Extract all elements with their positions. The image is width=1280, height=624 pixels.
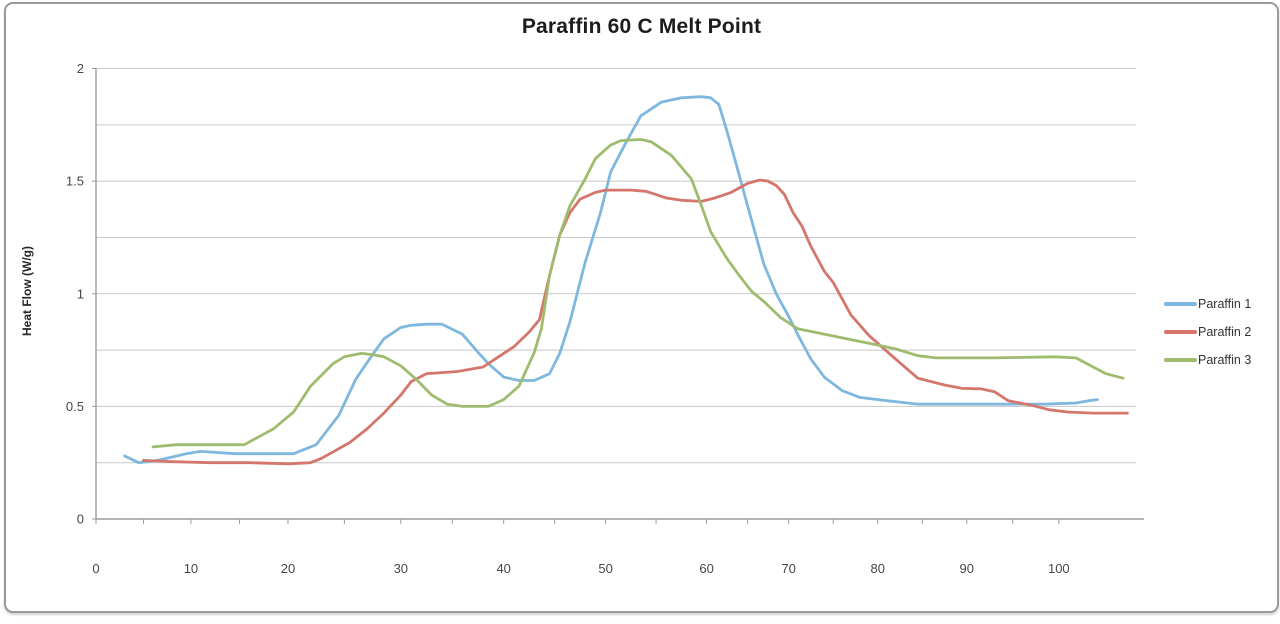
- x-tick-label: 30: [394, 561, 408, 576]
- x-tick-label: 90: [960, 561, 974, 576]
- legend-line-swatch: [1164, 301, 1197, 306]
- x-tick-label: 60: [699, 561, 713, 576]
- y-tick-label: 2: [77, 61, 84, 76]
- y-tick-label: 1: [77, 286, 84, 301]
- x-tick-label: 0: [92, 561, 99, 576]
- series-line-paraffin-2: [142, 178, 1129, 466]
- x-tick-label: 70: [781, 561, 795, 576]
- chart-canvas: Paraffin 60 C Melt Point Heat Flow (W/g)…: [4, 2, 1279, 613]
- legend-label: Paraffin 2: [1198, 324, 1252, 339]
- legend-line-swatch: [1164, 357, 1197, 362]
- legend-item-paraffin-1: Paraffin 1: [1164, 294, 1251, 313]
- legend-item-paraffin-2: Paraffin 2: [1164, 322, 1251, 341]
- y-tick-label: 1.5: [66, 174, 84, 189]
- x-tick-label: 100: [1048, 561, 1070, 576]
- legend-label: Paraffin 3: [1198, 352, 1252, 367]
- plot-area: 00.511.520 10 20 30 40 50 60 70 80 90 100: [66, 61, 1144, 576]
- y-tick-label: 0.5: [66, 399, 84, 414]
- x-tick-label: 40: [496, 561, 510, 576]
- series-line-paraffin-1: [123, 95, 1099, 465]
- legend-item-paraffin-3: Paraffin 3: [1164, 350, 1251, 369]
- legend-line-swatch: [1164, 329, 1197, 334]
- x-tick-label: 20: [281, 561, 295, 576]
- x-tick-label: 10: [184, 561, 198, 576]
- legend-label: Paraffin 1: [1198, 296, 1252, 311]
- legend: Paraffin 1 Paraffin 2 Paraffin 3: [1164, 294, 1251, 369]
- x-tick-label: 80: [871, 561, 885, 576]
- x-tick-label: 50: [598, 561, 612, 576]
- series-line-paraffin-3: [151, 138, 1125, 449]
- chart-title: Paraffin 60 C Melt Point: [521, 15, 762, 38]
- y-tick-label: 0: [77, 512, 84, 527]
